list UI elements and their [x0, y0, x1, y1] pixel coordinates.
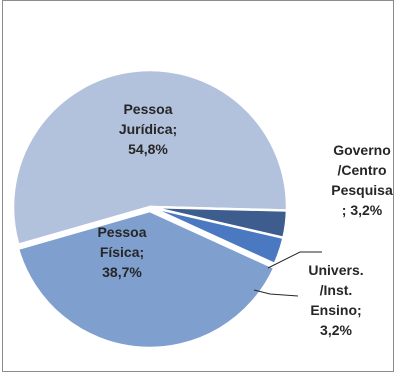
slice-label-line: 38,7% [102, 264, 142, 280]
slice-label-line: 3,2% [320, 322, 352, 338]
slice-label-line: Governo [333, 142, 391, 158]
slice-label: Pessoa Física; 38,7% [97, 224, 146, 280]
slice-label-line: Jurídica; [119, 121, 177, 137]
slice-label-line: Pesquisa [331, 182, 393, 198]
slice-label: Governo/Centro Pesquisa ; 3,2% [331, 142, 393, 218]
slice-label-line: /Inst. [320, 282, 353, 298]
slice-label-line: Pessoa [123, 101, 172, 117]
slice-label-line: /Centro [338, 162, 387, 178]
slice-label-line: Ensino; [310, 302, 361, 318]
slice-label-line: Pessoa [97, 224, 146, 240]
slice-label-line: Univers. [308, 262, 363, 278]
slice-label: Univers. /Inst. Ensino; 3,2% [308, 262, 363, 338]
slice-label-line: ; 3,2% [342, 202, 383, 218]
slice-label-line: Física; [100, 244, 144, 260]
slice-label-line: 54,8% [128, 141, 168, 157]
